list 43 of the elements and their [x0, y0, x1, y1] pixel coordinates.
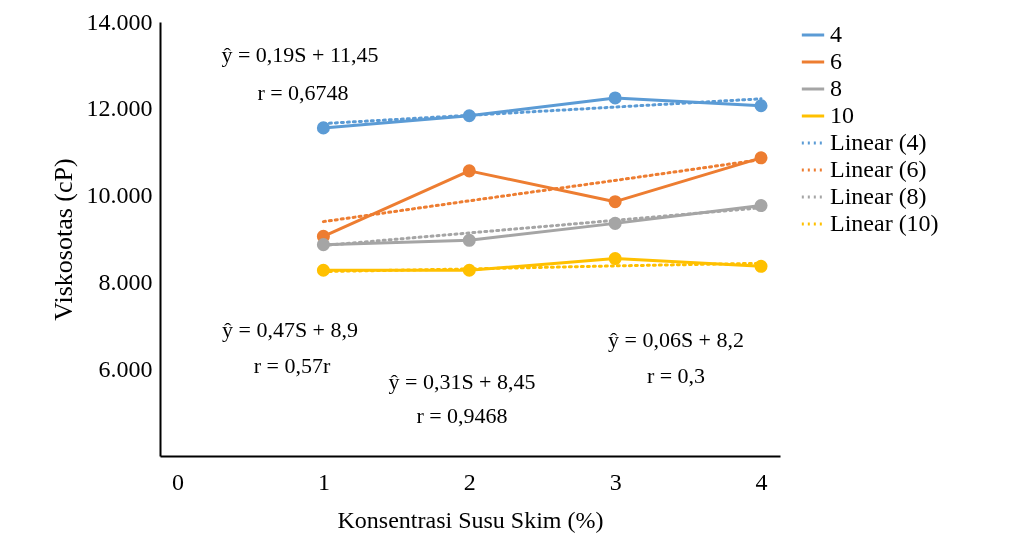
- point: [754, 151, 768, 165]
- point: [316, 263, 330, 277]
- point: [462, 233, 476, 247]
- y-tick-label: 12.000: [86, 95, 153, 122]
- point: [608, 195, 622, 209]
- x-tick-label: 4: [755, 468, 768, 495]
- annotation: ŷ = 0,06S + 8,2: [607, 327, 745, 352]
- x-tick-label: 1: [317, 468, 330, 495]
- point: [754, 199, 768, 213]
- point: [316, 121, 330, 135]
- point: [462, 263, 476, 277]
- annotation: r = 0,3: [646, 363, 706, 388]
- point: [754, 259, 768, 273]
- annotation: r = 0,57r: [253, 353, 331, 378]
- legend-label: Linear (10): [830, 210, 939, 236]
- y-tick-label: 10.000: [86, 182, 153, 209]
- point: [608, 216, 622, 230]
- x-axis-title: Konsentrasi Susu Skim (%): [337, 506, 604, 533]
- point: [754, 99, 768, 113]
- x-tick-label: 2: [463, 468, 476, 495]
- y-tick-label: 14.000: [86, 8, 153, 35]
- annotation: ŷ = 0,47S + 8,9: [221, 317, 359, 342]
- legend-label: 8: [830, 75, 842, 101]
- legend-label: Linear (6): [830, 156, 927, 182]
- annotation: ŷ = 0,19S + 11,45: [221, 42, 379, 67]
- point: [608, 252, 622, 266]
- y-tick-label: 6.000: [98, 355, 153, 382]
- y-axis-title: Viskosotas (cP): [48, 158, 78, 321]
- legend-label: 10: [830, 102, 854, 128]
- point: [462, 109, 476, 123]
- annotation: ŷ = 0,31S + 8,45: [388, 369, 536, 394]
- x-tick-label: 0: [172, 468, 185, 495]
- x-tick-label: 3: [609, 468, 622, 495]
- legend-label: 4: [830, 21, 842, 47]
- legend-label: Linear (4): [830, 129, 927, 155]
- point: [462, 164, 476, 178]
- y-tick-label: 8.000: [98, 268, 153, 295]
- legend-label: Linear (8): [830, 183, 927, 209]
- point: [608, 91, 622, 105]
- point: [316, 238, 330, 252]
- legend-label: 6: [830, 48, 842, 74]
- annotation: r = 0,6748: [257, 80, 349, 105]
- annotation: r = 0,9468: [416, 403, 508, 428]
